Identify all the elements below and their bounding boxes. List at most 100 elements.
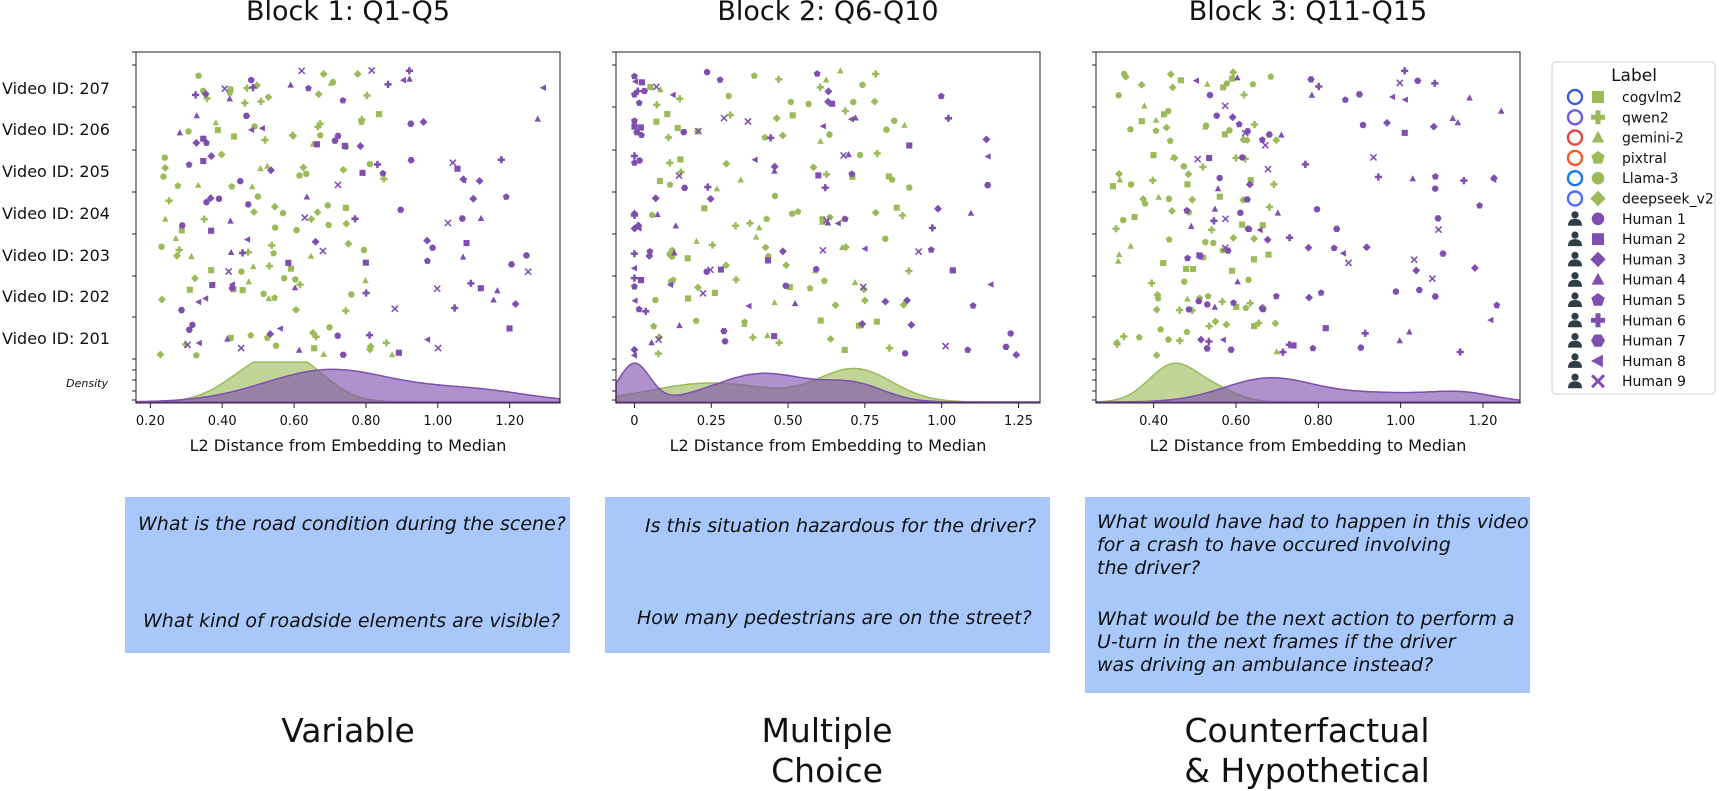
scatter-point-model (1218, 298, 1226, 306)
scatter-point-human (1305, 293, 1313, 302)
scatter-point-human (192, 138, 201, 147)
scatter-point-human (1185, 306, 1193, 313)
legend-label: Human 8 (1622, 354, 1686, 370)
scatter-point-human (638, 79, 646, 86)
scatter-point-model (778, 131, 787, 140)
scatter-point-human (1493, 301, 1501, 309)
scatter-point-human (1428, 275, 1436, 283)
scatter-point-model (1165, 195, 1173, 203)
scatter-point-model (1273, 348, 1280, 355)
question-box-block-2: Is this situation hazardous for the driv… (605, 497, 1050, 653)
category-label-block-1: Variable (281, 711, 415, 750)
legend-marker (1591, 212, 1605, 226)
scatter-point-human (379, 169, 387, 177)
person-icon (1568, 312, 1582, 328)
scatter-point-model (289, 132, 298, 140)
legend-marker (1590, 251, 1606, 268)
scatter-point-model (657, 86, 664, 93)
scatter-point-human (356, 142, 365, 150)
scatter-point-model (741, 320, 748, 327)
scatter-point-model (1152, 116, 1160, 123)
scatter-point-model (1222, 320, 1231, 329)
scatter-point-human (1460, 177, 1468, 185)
question-2: How many pedestrians are on the street? (637, 607, 1032, 629)
scatter-point-human (1435, 226, 1443, 234)
legend-label: Llama-3 (1622, 171, 1678, 187)
scatter-point-model (809, 163, 818, 172)
legend-entry: Human 5 (1568, 292, 1686, 309)
scatter-point-model (250, 263, 257, 270)
scatter-point-model (1216, 193, 1223, 200)
scatter-point-human (1344, 259, 1353, 267)
scatter-point-model (324, 202, 331, 209)
scatter-point-model (905, 267, 913, 275)
scatter-point-model (1184, 181, 1191, 188)
question-2: What would be the next action to perform… (1097, 608, 1515, 676)
scatter-point-model (1176, 306, 1184, 314)
scatter-point-human (266, 330, 275, 338)
scatter-point-human (633, 129, 641, 136)
x-tick-label: 1.00 (423, 414, 452, 429)
scatter-point-model (208, 267, 215, 274)
scatter-point-human (397, 206, 405, 213)
scatter-point-human (840, 151, 848, 160)
scatter-point-model (841, 107, 849, 115)
scatter-point-human (224, 335, 231, 342)
scatter-point-human (720, 114, 728, 122)
scatter-point-model (342, 307, 350, 315)
x-tick-label: 0.80 (1304, 414, 1333, 429)
scatter-point-model (1204, 292, 1212, 300)
scatter-point-human (630, 265, 637, 272)
scatter-point-model (839, 244, 846, 251)
y-category-label: Video ID: 202 (2, 287, 110, 306)
scatter-point-human (721, 338, 729, 345)
mistral-icon (1566, 149, 1584, 167)
scatter-point-model (272, 342, 280, 349)
scatter-point-model (1211, 317, 1220, 326)
scatter-point-model (200, 215, 208, 223)
scatter-point-human (276, 325, 283, 332)
scatter-point-model (311, 345, 318, 352)
scatter-point-model (257, 165, 264, 172)
scatter-point-human (859, 283, 867, 291)
google-icon (1566, 129, 1584, 146)
scatter-point-model (763, 215, 771, 222)
scatter-point-model (1229, 75, 1236, 82)
scatter-point-model (726, 111, 734, 119)
scatter-point-model (652, 296, 659, 304)
scatter-point-human (459, 253, 467, 260)
person-icon-body (1568, 300, 1582, 307)
scatter-point-model (771, 192, 779, 200)
scatter-point-human (987, 281, 994, 288)
scatter-point-human (703, 68, 711, 76)
scatter-point-model (239, 287, 246, 294)
x-axis-label: L2 Distance from Embedding to Median (190, 436, 507, 455)
scatter-point-model (1188, 195, 1197, 204)
scatter-point-human (1227, 346, 1235, 353)
legend-label: cogvlm2 (1622, 90, 1682, 106)
scatter-point-model (320, 350, 327, 357)
scatter-point-human (502, 193, 510, 200)
scatter-point-human (334, 332, 341, 340)
legend-label: Human 6 (1622, 313, 1686, 329)
scatter-point-model (1177, 77, 1184, 84)
scatter-point-model (1242, 304, 1250, 311)
scatter-point-human (1416, 286, 1423, 294)
y-category-label: Video ID: 206 (2, 120, 110, 139)
scatter-point-model (1226, 127, 1233, 134)
legend-marker (1590, 190, 1606, 207)
x-tick-label: 0.25 (697, 414, 726, 429)
scatter-point-model (1210, 239, 1217, 247)
scatter-point-human (1304, 243, 1313, 252)
legend-marker (1591, 171, 1605, 185)
scatter-point-human (1221, 215, 1230, 223)
scatter-point-human (1383, 118, 1391, 127)
scatter-point-human (305, 84, 312, 92)
scatter-point-human (228, 284, 236, 292)
scatter-point-human (339, 96, 347, 104)
legend-marker (1591, 313, 1605, 328)
scatter-point-model (307, 215, 316, 224)
scatter-point-model (217, 150, 226, 159)
person-icon-body (1568, 279, 1582, 287)
scatter-point-human (506, 325, 513, 332)
